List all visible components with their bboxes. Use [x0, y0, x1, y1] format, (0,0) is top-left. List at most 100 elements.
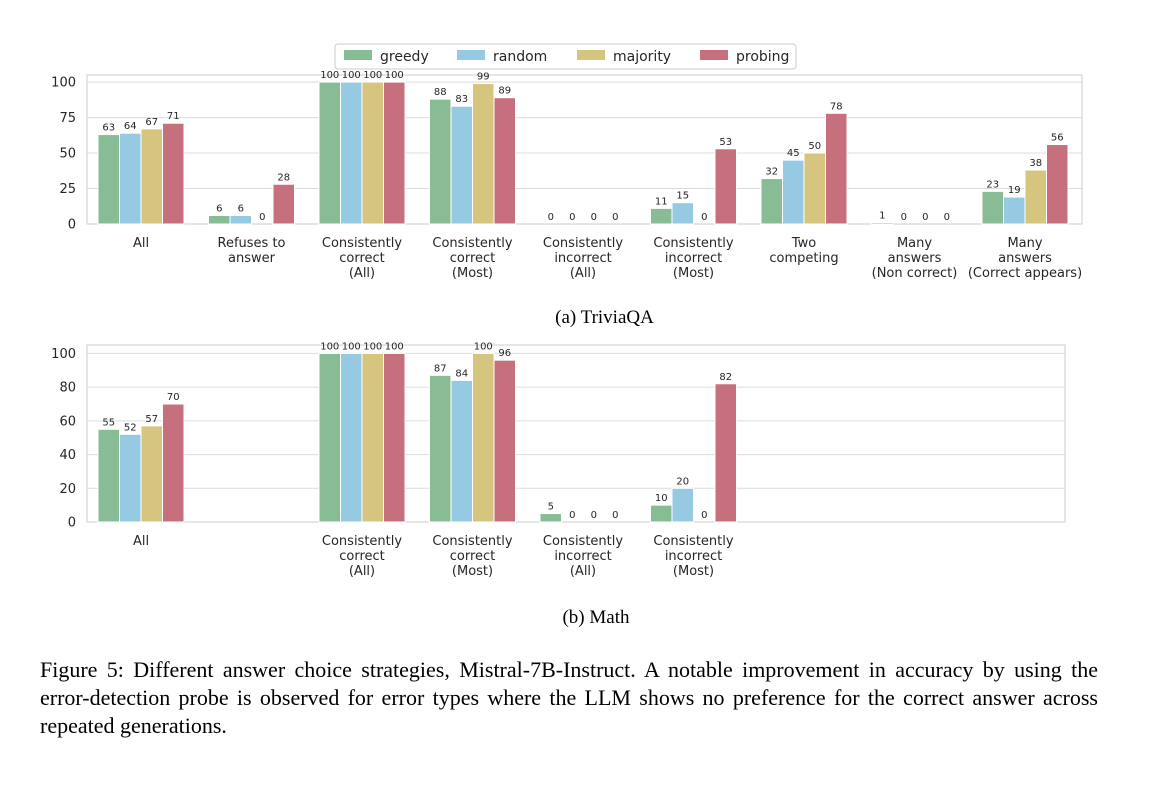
- legend-box: [334, 43, 797, 70]
- chart1-data-label: 78: [830, 101, 843, 112]
- chart1-data-label: 56: [1051, 133, 1064, 144]
- chart1-bar-greedy: [208, 214, 231, 225]
- chart1-bar-majority: [472, 83, 495, 225]
- chart2-category-label: incorrect: [665, 549, 722, 564]
- chart2-data-label: 0: [612, 510, 618, 521]
- chart2-category-label: Consistently: [432, 534, 512, 549]
- chart1-bar-majority: [803, 152, 826, 225]
- chart1-category-label: incorrect: [554, 251, 611, 266]
- chart1-plot-frame: [86, 74, 1083, 225]
- chart1-category-label: Many: [1007, 236, 1042, 251]
- chart1-bar-random: [671, 202, 694, 225]
- chart2-data-label: 100: [385, 341, 404, 352]
- chart2-bar-greedy: [97, 428, 120, 523]
- chart1-category-label: Consistently: [322, 236, 402, 251]
- figure-caption: Figure 5: Different answer choice strate…: [40, 657, 1098, 738]
- chart1-bar-probing: [162, 122, 185, 225]
- chart1-data-label: 0: [612, 212, 618, 223]
- chart1-data-label: 83: [455, 94, 468, 105]
- chart2-category-label: (Most): [452, 564, 493, 579]
- chart2-bar-probing: [493, 359, 516, 523]
- chart1-ytick-label: 100: [51, 76, 76, 91]
- chart1-bar-greedy: [97, 134, 120, 225]
- chart1-bar-greedy: [318, 81, 341, 225]
- chart1-data-label: 32: [765, 167, 778, 178]
- chart1-data-label: 0: [944, 212, 950, 223]
- chart1-data-label: 0: [901, 212, 907, 223]
- chart1-bar-greedy: [981, 190, 1004, 225]
- chart1-data-label: 0: [701, 212, 707, 223]
- chart1-data-label: 6: [216, 203, 222, 214]
- chart2-bar-majority: [140, 425, 163, 523]
- chart1-category-label: (All): [349, 266, 375, 281]
- chart2-category-label: Consistently: [653, 534, 733, 549]
- chart1-data-label: 53: [719, 137, 732, 148]
- legend-swatch-greedy: [344, 50, 372, 60]
- chart1-data-label: 100: [363, 70, 382, 81]
- chart2-data-label: 82: [719, 372, 732, 383]
- chart2-data-label: 100: [342, 341, 361, 352]
- chart2-bar-probing: [383, 352, 406, 523]
- chart2-plot-frame: [86, 344, 1066, 523]
- chart1-data-label: 19: [1008, 185, 1021, 196]
- chart1-category-label: incorrect: [665, 251, 722, 266]
- chart2-category-label: Consistently: [322, 534, 402, 549]
- legend-label-random: random: [493, 49, 547, 65]
- chart1-category-label: answers: [888, 251, 942, 266]
- chart2-data-label: 0: [591, 510, 597, 521]
- chart1-data-label: 99: [477, 72, 490, 83]
- legend-swatch-random: [457, 50, 485, 60]
- chart2-bar-random: [450, 379, 473, 523]
- chart2-bar-majority: [361, 352, 384, 523]
- chart1-bar-probing: [825, 112, 848, 225]
- chart2-ytick-label: 60: [59, 414, 76, 429]
- chart2-bar-probing: [714, 383, 737, 523]
- chart2-category-label: (All): [349, 564, 375, 579]
- chart1-category-label: All: [133, 236, 149, 251]
- chart2-data-label: 52: [124, 422, 137, 433]
- chart1-category-label: correct: [450, 251, 496, 266]
- chart1-bar-greedy: [760, 178, 783, 225]
- chart1-ytick-label: 75: [59, 111, 76, 126]
- chart2-title: (b) Math: [562, 607, 630, 628]
- chart2-data-label: 87: [434, 363, 447, 374]
- chart1-data-label: 11: [655, 196, 668, 207]
- legend-label-majority: majority: [613, 49, 671, 65]
- chart1-bar-random: [229, 214, 252, 225]
- chart1-category-label: answer: [228, 251, 276, 266]
- chart1-data-label: 88: [434, 87, 447, 98]
- chart1-data-label: 0: [922, 212, 928, 223]
- chart1-data-label: 0: [569, 212, 575, 223]
- chart1-category-label: Refuses to: [218, 236, 286, 251]
- chart1-bar-majority: [361, 81, 384, 225]
- chart1-data-label: 64: [124, 121, 137, 132]
- chart1-data-label: 6: [238, 203, 244, 214]
- chart1-data-label: 0: [548, 212, 554, 223]
- chart2-data-label: 84: [455, 368, 468, 379]
- chart1-data-label: 50: [808, 141, 821, 152]
- chart2-data-label: 96: [498, 348, 511, 359]
- chart1-bar-majority: [140, 128, 163, 225]
- chart2-data-label: 100: [474, 341, 493, 352]
- chart1-category-label: Two: [791, 236, 816, 251]
- chart1-bar-probing: [714, 148, 737, 225]
- chart1-bar-probing: [1046, 144, 1069, 225]
- chart2-ytick-label: 20: [59, 482, 76, 497]
- chart1-data-label: 100: [320, 70, 339, 81]
- chart1-category-label: (Correct appears): [968, 266, 1082, 281]
- chart1-data-label: 0: [259, 212, 265, 223]
- chart2-bar-greedy: [539, 513, 562, 523]
- chart2-bar-probing: [162, 403, 185, 523]
- chart2-data-label: 100: [320, 341, 339, 352]
- chart2-data-label: 57: [145, 414, 158, 425]
- chart1-category-label: Consistently: [432, 236, 512, 251]
- chart1-category-label: competing: [769, 251, 838, 266]
- chart1-bar-probing: [383, 81, 406, 225]
- chart2-data-label: 70: [167, 392, 180, 403]
- chart1-bar-majority: [1024, 169, 1047, 225]
- chart1-data-label: 23: [986, 179, 999, 190]
- chart2-data-label: 0: [701, 510, 707, 521]
- chart2-bar-greedy: [318, 352, 341, 523]
- chart2-bar-majority: [472, 352, 495, 523]
